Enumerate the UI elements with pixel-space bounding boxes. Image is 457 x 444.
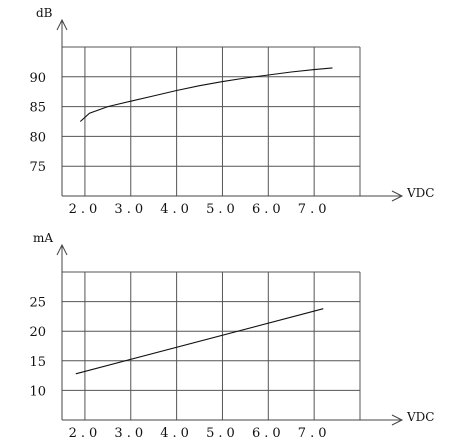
chart-db-vs-vdc: 75 80 85 90 2.0 3.0 4.0 5.0 6.0 7.0 dB VDC	[29, 6, 434, 217]
bottom-ytick-label-3: 25	[29, 296, 46, 311]
top-xtick-label-5: 7.0	[298, 202, 331, 217]
top-xtick-label-0: 2.0	[69, 202, 102, 217]
chart-ma-vs-vdc: 10 15 20 25 2.0 3.0 4.0 5.0 6.0 7.0 mA VDC	[29, 231, 434, 441]
bottom-xtick-label-1: 3.0	[114, 426, 147, 441]
bottom-xtick-label-0: 2.0	[69, 426, 102, 441]
bottom-x-arrow	[391, 414, 404, 426]
bottom-ytick-label-2: 20	[29, 325, 46, 340]
top-x-arrow	[391, 190, 404, 202]
bottom-xtick-label-4: 6.0	[252, 426, 285, 441]
bottom-y-arrow	[56, 243, 68, 256]
bottom-xtick-label-5: 7.0	[298, 426, 331, 441]
top-ytick-label-3: 90	[29, 71, 46, 86]
top-y-arrow	[56, 18, 68, 31]
top-xtick-label-3: 5.0	[206, 202, 239, 217]
bottom-xtick-label-3: 5.0	[206, 426, 239, 441]
top-ytick-label-0: 75	[29, 160, 46, 175]
top-xtick-label-1: 3.0	[114, 202, 147, 217]
bottom-xtick-label-2: 4.0	[160, 426, 193, 441]
bottom-ytick-label-0: 10	[29, 384, 46, 399]
bottom-ytick-label-1: 15	[29, 355, 46, 370]
top-x-axis-label: VDC	[406, 186, 434, 200]
top-y-axis-label: dB	[36, 6, 53, 20]
top-xtick-label-4: 6.0	[252, 202, 285, 217]
bottom-x-axis-label: VDC	[406, 410, 434, 424]
top-xtick-label-2: 4.0	[160, 202, 193, 217]
bottom-series-line-0	[75, 308, 324, 375]
top-ytick-label-1: 80	[29, 130, 46, 145]
bottom-y-axis-label: mA	[33, 231, 53, 245]
top-ytick-label-2: 85	[29, 101, 46, 116]
top-series-line-0	[79, 67, 333, 122]
